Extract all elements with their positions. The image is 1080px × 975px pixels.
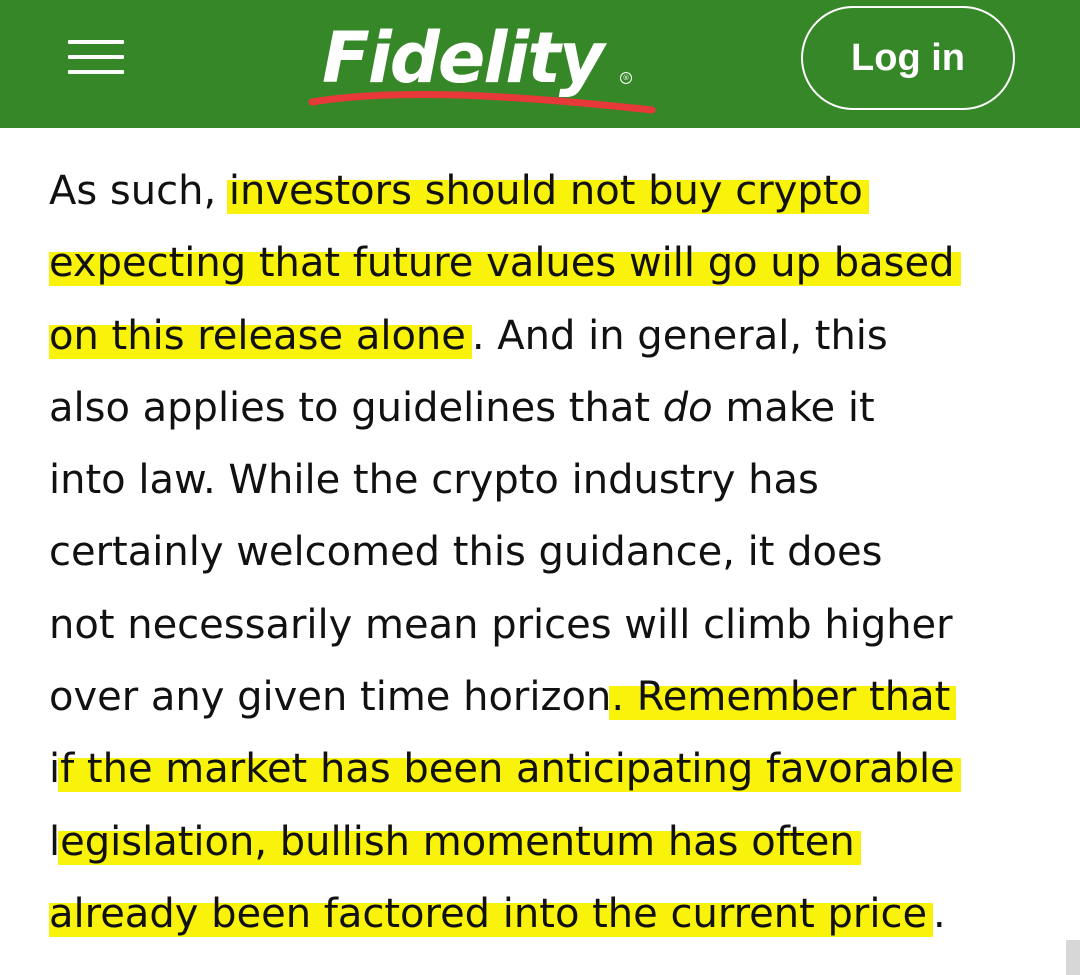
highlighted-text: egislation, bullish momentum has often xyxy=(58,818,861,865)
article-line: certainly welcomed this guidance, it doe… xyxy=(49,529,883,576)
brand-name: Fidelity xyxy=(322,17,604,99)
registered-mark: ® xyxy=(620,72,632,84)
fidelity-logo[interactable]: Fidelity ® xyxy=(306,10,666,118)
site-header: Fidelity ® Log in xyxy=(0,0,1080,128)
article-line: into law. While the crypto industry has xyxy=(49,457,819,504)
article-line: over any given time horizon. Remember th… xyxy=(49,661,1039,733)
emphasis-text: do xyxy=(662,384,713,431)
highlighted-text: investors should not buy crypto xyxy=(226,168,869,214)
highlighted-text: f the market has been anticipating favor… xyxy=(58,746,961,793)
article-line: already been factored into the current p… xyxy=(49,890,946,937)
highlighted-text: . Remember that xyxy=(609,674,957,721)
article-body: As such, investors should not buy crypto… xyxy=(49,155,1039,950)
article-line: expecting that future values will go up … xyxy=(49,227,1039,299)
article-line: not necessarily mean prices will climb h… xyxy=(49,601,953,648)
highlighted-text: already been factored into the current p… xyxy=(49,890,934,937)
article-line: on this release alone. And in general, t… xyxy=(49,312,888,359)
article-line: legislation, bullish momentum has often xyxy=(49,806,1039,878)
article-line: As such, investors should not buy crypto xyxy=(49,155,1039,227)
login-button[interactable]: Log in xyxy=(801,6,1015,110)
article-line: also applies to guidelines that do make … xyxy=(49,384,875,431)
highlighted-text: on this release alone xyxy=(49,312,472,359)
article-line: if the market has been anticipating favo… xyxy=(49,733,1039,805)
highlighted-text: expecting that future values will go up … xyxy=(49,240,961,287)
logo-swoosh xyxy=(308,90,656,114)
scrollbar[interactable] xyxy=(1066,940,1080,975)
hamburger-menu-icon[interactable] xyxy=(68,40,124,76)
